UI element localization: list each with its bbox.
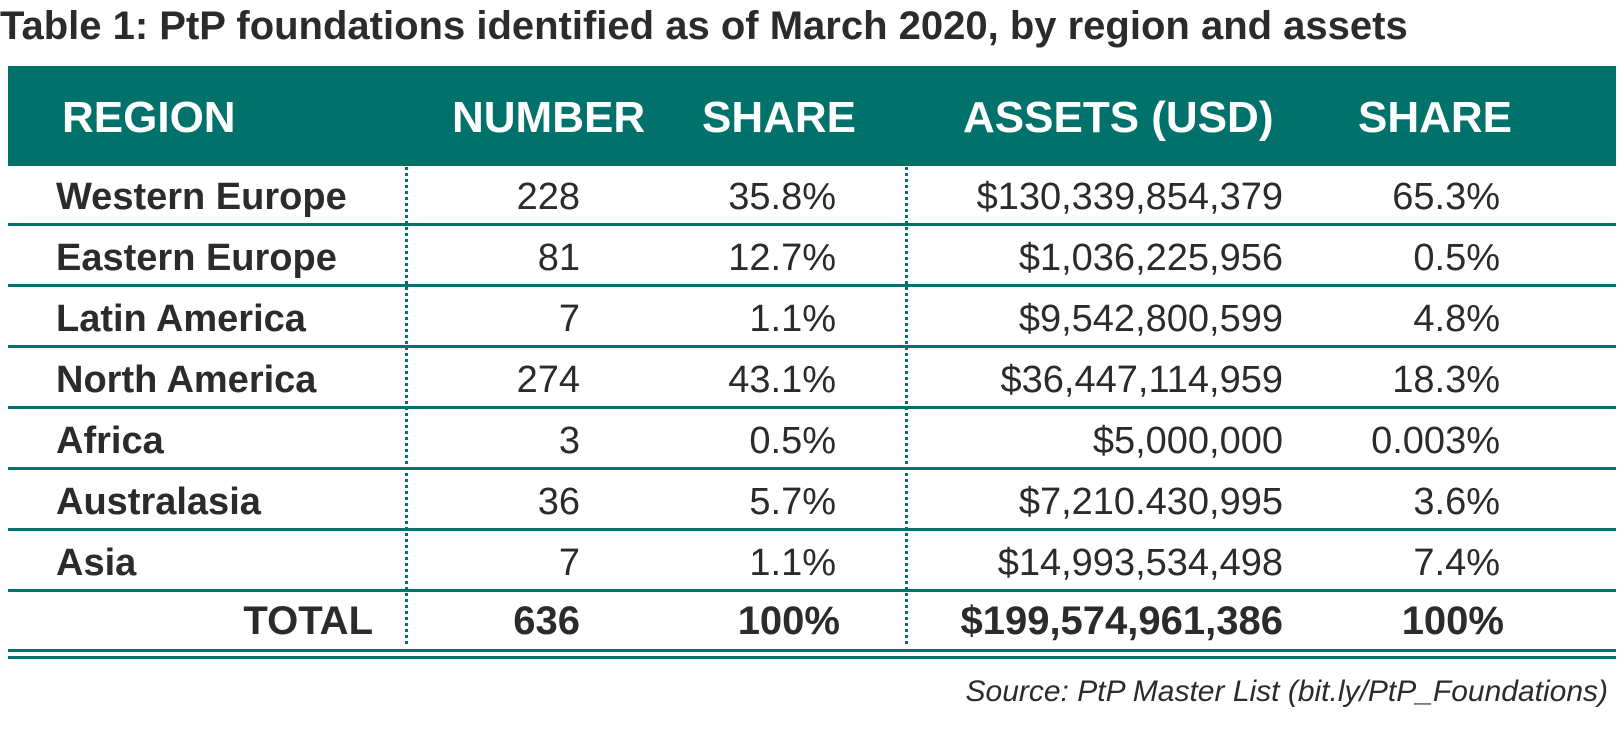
table-header: REGION NUMBER SHARE ASSETS (USD) SHARE [8,66,1616,166]
header-number: NUMBER [452,93,646,142]
table-row: Australasia 36 5.7% $7,210.430,995 3.6% [8,469,1616,531]
number-cell: 81 [537,237,580,279]
share-number-cell: 12.7% [728,237,836,279]
number-cell: 3 [558,420,580,462]
table-bottom-rule [8,649,1616,652]
assets-cell: $9,542,800,599 [1018,298,1283,340]
column-divider [405,66,408,644]
share-number-cell: 5.7% [749,481,836,523]
share-number-cell: 35.8% [728,176,836,218]
table-row: Africa 3 0.5% $5,000,000 0.003% [8,408,1616,470]
assets-cell: $14,993,534,498 [997,542,1283,584]
total-row: TOTAL 636 100% $199,574,961,386 100% [8,588,1616,650]
region-cell: Africa [56,420,164,462]
assets-cell: $1,036,225,956 [1018,237,1283,279]
table-bottom-rule [8,656,1616,659]
share-assets-cell: 0.003% [1371,420,1500,462]
header-region: REGION [62,93,236,142]
header-share-number: SHARE [702,93,857,142]
region-cell: Eastern Europe [56,237,337,279]
source-note: Source: PtP Master List (bit.ly/PtP_Foun… [965,675,1609,708]
number-cell: 7 [558,542,580,584]
share-number-cell: 1.1% [749,542,836,584]
share-assets-cell: 4.8% [1413,298,1500,340]
region-cell: Latin America [56,298,306,340]
share-assets-cell: 18.3% [1392,359,1500,401]
assets-cell: $36,447,114,959 [1000,359,1283,401]
total-label: TOTAL [243,599,373,643]
assets-cell: $7,210.430,995 [1018,481,1283,523]
total-assets: $199,574,961,386 [960,599,1283,643]
header-share-assets: SHARE [1358,93,1513,142]
share-number-cell: 1.1% [749,298,836,340]
share-number-cell: 43.1% [728,359,836,401]
header-assets: ASSETS (USD) [963,93,1274,142]
table-row: Western Europe 228 35.8% $130,339,854,37… [8,164,1616,226]
share-assets-cell: 7.4% [1413,542,1500,584]
table-title: Table 1: PtP foundations identified as o… [0,4,1408,48]
share-assets-cell: 0.5% [1413,237,1500,279]
number-cell: 36 [537,481,580,523]
region-cell: Western Europe [56,176,347,218]
number-cell: 7 [558,298,580,340]
total-share-number: 100% [737,599,840,643]
table-row: Eastern Europe 81 12.7% $1,036,225,956 0… [8,225,1616,287]
table-row: North America 274 43.1% $36,447,114,959 … [8,347,1616,409]
total-share-assets: 100% [1401,599,1504,643]
total-number: 636 [513,599,580,643]
column-divider [905,66,908,644]
share-assets-cell: 3.6% [1413,481,1500,523]
region-cell: North America [56,359,317,401]
region-cell: Asia [56,542,137,584]
assets-cell: $5,000,000 [1092,420,1283,462]
table-row: Asia 7 1.1% $14,993,534,498 7.4% [8,530,1616,592]
number-cell: 274 [516,359,580,401]
region-cell: Australasia [56,481,261,523]
share-assets-cell: 65.3% [1392,176,1500,218]
table-row: Latin America 7 1.1% $9,542,800,599 4.8% [8,286,1616,348]
assets-cell: $130,339,854,379 [976,176,1283,218]
number-cell: 228 [516,176,580,218]
share-number-cell: 0.5% [749,420,836,462]
